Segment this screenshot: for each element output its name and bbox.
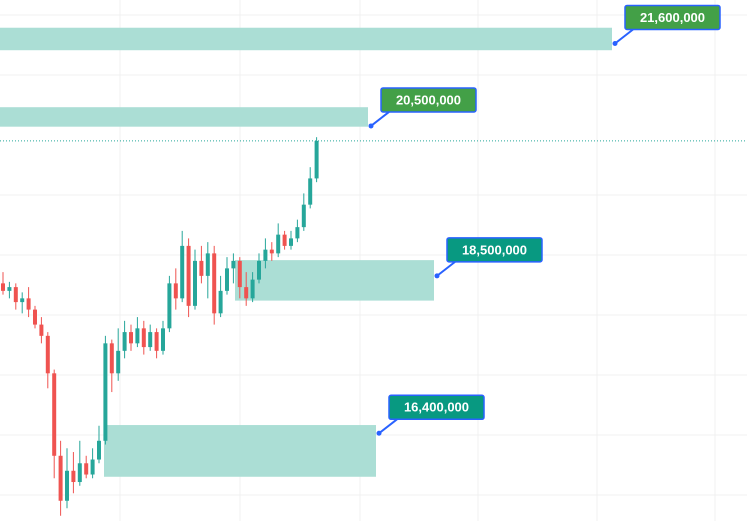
candle-body — [231, 260, 236, 269]
candle-body — [205, 253, 210, 276]
candle-body — [58, 455, 63, 501]
zone — [0, 107, 368, 127]
candle-body — [84, 463, 89, 475]
candle-body — [237, 260, 242, 288]
candle-body — [314, 140, 319, 179]
candle-body — [141, 328, 146, 348]
callout-dot — [368, 123, 374, 129]
candle-body — [103, 343, 108, 441]
candle-body — [135, 328, 140, 344]
candle-body — [13, 287, 18, 303]
candle-body — [269, 249, 274, 254]
callout-box — [446, 237, 543, 263]
candle-body — [45, 335, 50, 374]
candle-body — [7, 287, 12, 291]
candle-body — [180, 245, 185, 299]
candle-body — [161, 328, 165, 351]
candle-body — [193, 260, 197, 306]
candle-body — [97, 440, 101, 460]
candle-body — [33, 309, 37, 325]
candle-body — [20, 298, 25, 303]
callout-pointer — [436, 261, 456, 277]
zone — [0, 27, 612, 51]
candle-body — [250, 279, 255, 299]
callout-pointer — [614, 28, 634, 45]
candle-body — [295, 227, 300, 239]
candle-body — [257, 260, 261, 280]
candle-body — [129, 332, 133, 344]
candle-body — [116, 350, 121, 374]
callout-label: 20,500,000 — [396, 92, 461, 107]
candle-body — [71, 470, 76, 483]
candle-body — [154, 332, 159, 351]
zone — [235, 260, 434, 301]
candle-body — [199, 260, 204, 276]
candle-body — [39, 324, 44, 336]
callout-box — [380, 87, 477, 113]
candle-body — [263, 249, 268, 261]
candle-body — [90, 459, 95, 475]
callout-label: 21,600,000 — [640, 10, 705, 25]
candle-body — [77, 463, 82, 483]
candle-body — [218, 290, 223, 314]
candle-body — [109, 343, 114, 374]
candle-body — [308, 178, 313, 205]
candle-body — [212, 253, 217, 314]
callout-box — [624, 4, 721, 31]
candle-body — [173, 283, 178, 299]
candle-body — [1, 283, 5, 291]
candle-body — [148, 332, 153, 348]
candle-body — [244, 287, 249, 299]
candle-body — [276, 234, 281, 254]
candle-body — [225, 268, 229, 291]
zone — [104, 425, 376, 477]
callout-dot — [434, 273, 440, 279]
candle-body — [52, 373, 57, 456]
candle-body — [282, 234, 287, 246]
candle-body — [301, 204, 306, 228]
callout-box — [388, 394, 485, 421]
candle-body — [26, 298, 31, 310]
callout-dot — [376, 430, 382, 436]
callout-label: 16,400,000 — [404, 400, 469, 415]
callout-pointer — [370, 111, 390, 127]
callout-pointer — [378, 418, 398, 435]
candle-body — [289, 238, 293, 246]
callout-dot — [612, 40, 618, 46]
candle-body — [122, 332, 127, 351]
candle-body — [186, 245, 191, 306]
callout-label: 18,500,000 — [462, 242, 527, 257]
candle-body — [167, 283, 172, 329]
candle-body — [65, 470, 69, 501]
